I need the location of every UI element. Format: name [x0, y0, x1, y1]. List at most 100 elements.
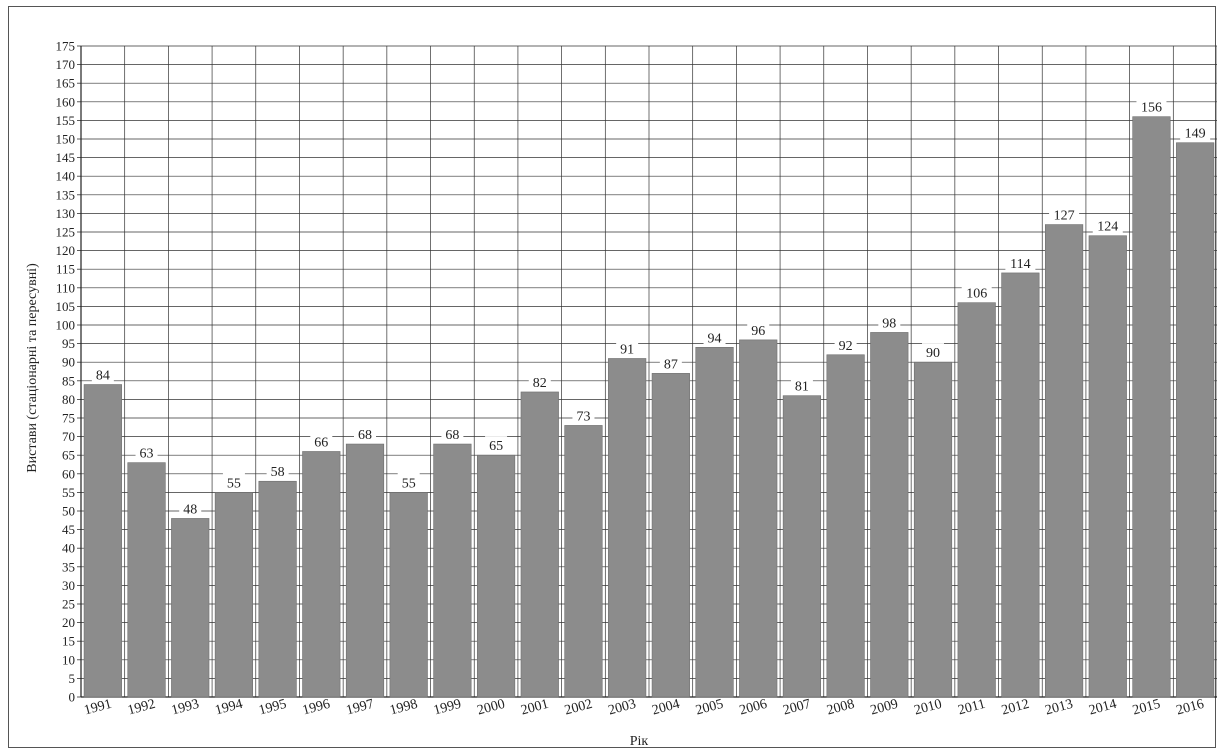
value-label-2012: 114: [1010, 257, 1030, 272]
value-labels: 84 63 48 55 58 66 68 55 68 65 82 73 91 87 94 96 81 92 98 90…: [91, 97, 1211, 517]
y-tick-label: 75: [62, 411, 75, 426]
value-label-bg: [310, 432, 333, 449]
y-tick-label: 175: [56, 39, 76, 54]
y-tick-label: 165: [56, 76, 76, 91]
chart-frame: 0 5 10 15 20 25 30 35 40 45 50 55 60 65 70 75 80 85 90 95 10…: [8, 6, 1217, 749]
x-tick-label-1999: 1999: [432, 697, 463, 719]
y-tick-label: 0: [69, 690, 76, 705]
y-tick-label: 55: [62, 485, 75, 500]
y-tick-label: 140: [56, 169, 76, 184]
value-label-bg: [397, 473, 420, 490]
value-label-bg: [266, 462, 289, 479]
value-label-bg: [91, 365, 114, 382]
x-tick-label-2014: 2014: [1087, 697, 1118, 719]
y-tick-label: 65: [62, 448, 75, 463]
value-label-bg: [922, 343, 944, 360]
value-label-2000: 65: [489, 439, 503, 454]
x-tick-label-1998: 1998: [388, 697, 419, 719]
value-label-1992: 63: [140, 447, 154, 462]
value-label-bg: [1049, 205, 1080, 222]
value-label-1994: 55: [227, 476, 241, 491]
y-tick-label: 155: [56, 113, 76, 128]
value-label-bg: [1092, 216, 1123, 233]
bar-2002: [564, 425, 603, 698]
value-label-2011: 106: [966, 287, 987, 302]
y-tick-label: 125: [56, 225, 76, 240]
x-tick-label-2001: 2001: [519, 697, 550, 719]
bar-2011: [957, 302, 996, 698]
y-tick-label: 105: [56, 299, 76, 314]
x-tick-label-2006: 2006: [738, 697, 769, 719]
y-tick-label: 85: [62, 373, 75, 388]
value-label-bg: [1136, 97, 1167, 114]
bar-1996: [302, 451, 341, 698]
value-label-bg: [572, 406, 595, 423]
bar-2000: [476, 454, 516, 698]
value-label-2014: 124: [1097, 220, 1118, 235]
value-label-2007: 81: [795, 380, 809, 395]
y-tick-label: 145: [56, 150, 76, 165]
bar-2004: [651, 373, 690, 698]
value-label-2003: 91: [620, 342, 634, 357]
value-label-bg: [354, 425, 376, 442]
value-label-1991: 84: [96, 369, 110, 384]
value-label-2010: 90: [926, 346, 940, 361]
x-tick-label-1992: 1992: [126, 697, 157, 719]
value-label-bg: [747, 320, 770, 337]
bar-2010: [913, 361, 953, 698]
x-tick-label-2015: 2015: [1131, 697, 1162, 719]
value-label-2009: 98: [882, 316, 896, 331]
value-label-1995: 58: [271, 465, 285, 480]
x-tick-label-2002: 2002: [563, 697, 594, 719]
bar-1994: [214, 492, 254, 698]
y-tick-label: 160: [56, 94, 76, 109]
bar-2013: [1044, 224, 1084, 698]
y-tick-label: 30: [62, 578, 75, 593]
y-tick-label: 135: [56, 187, 76, 202]
value-label-2016: 149: [1185, 127, 1206, 142]
value-label-2015: 156: [1141, 101, 1162, 116]
x-tick-label-1996: 1996: [301, 697, 332, 719]
bars: [83, 116, 1215, 698]
bar-2015: [1132, 116, 1171, 698]
bar-1995: [258, 480, 297, 698]
bar-2012: [1001, 272, 1040, 698]
y-tick-label: 15: [62, 634, 75, 649]
bar-2009: [870, 332, 909, 698]
value-label-bg: [878, 313, 901, 330]
bar-2008: [826, 354, 865, 698]
value-label-2013: 127: [1054, 209, 1075, 224]
value-label-bg: [222, 473, 245, 490]
bar-1991: [83, 384, 122, 698]
x-tick-label-2011: 2011: [957, 697, 987, 719]
x-axis-title: Рік: [630, 734, 649, 749]
y-tick-label: 25: [62, 597, 75, 612]
y-tick-label: 40: [62, 541, 75, 556]
y-axis-title: Вистави (стаціонарні та пересувні): [25, 263, 40, 473]
y-tick-label: 35: [62, 559, 75, 574]
x-tick-label-2016: 2016: [1175, 697, 1206, 719]
x-tick-label-2008: 2008: [825, 697, 856, 719]
value-label-bg: [179, 499, 202, 516]
y-tick-label: 120: [56, 243, 76, 258]
value-label-1999: 68: [445, 428, 459, 443]
y-tick-label: 170: [56, 57, 76, 72]
y-tick-label: 80: [62, 392, 75, 407]
y-tick-label: 95: [62, 336, 75, 351]
bar-1992: [127, 462, 166, 698]
x-tick-label-2005: 2005: [694, 697, 725, 719]
x-tick-label-2004: 2004: [650, 697, 681, 719]
bar-2006: [739, 339, 778, 698]
x-tick-label-2013: 2013: [1044, 697, 1075, 719]
bar-2003: [608, 358, 647, 698]
value-label-2008: 92: [839, 339, 853, 354]
value-label-bg: [485, 436, 508, 453]
y-tick-label: 45: [62, 522, 75, 537]
bar-chart: 0 5 10 15 20 25 30 35 40 45 50 55 60 65 70 75 80 85 90 95 10…: [25, 39, 1217, 749]
x-tick-label-1997: 1997: [345, 697, 376, 719]
value-label-1996: 66: [314, 435, 328, 450]
value-label-2001: 82: [533, 376, 547, 391]
x-tick-label-2012: 2012: [1000, 697, 1031, 719]
y-tick-label: 50: [62, 504, 75, 519]
y-tick-label: 150: [56, 132, 76, 147]
